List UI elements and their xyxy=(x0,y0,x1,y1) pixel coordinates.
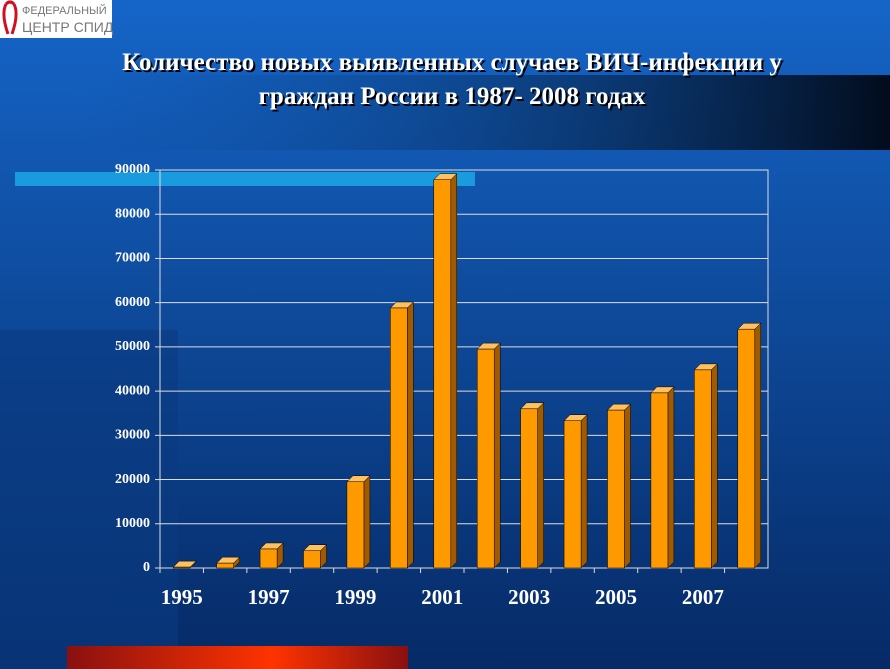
x-tick-label: 2003 xyxy=(508,585,550,609)
bar-side xyxy=(450,173,458,569)
y-tick-label: 30000 xyxy=(115,428,150,443)
chart-title: Количество новых выявленных случаев ВИЧ-… xyxy=(122,49,782,76)
bar xyxy=(433,179,452,569)
logo-text: ФЕДЕРАЛЬНЫЙ xyxy=(22,4,107,17)
y-tick-label: 20000 xyxy=(115,472,150,487)
y-tick-label: 50000 xyxy=(115,339,150,354)
bar xyxy=(259,548,278,569)
bar xyxy=(216,562,234,569)
x-tick-label: 2001 xyxy=(421,585,463,609)
bar xyxy=(476,348,495,569)
x-tick-label: 2005 xyxy=(595,585,637,609)
chart-title: граждан России в 1987- 2008 годах xyxy=(259,83,646,110)
logo-text: ЦЕНТР СПИД xyxy=(22,19,114,35)
bar-side xyxy=(667,386,675,569)
y-tick-label: 60000 xyxy=(115,295,150,310)
logo-bg xyxy=(0,0,112,38)
bar-side xyxy=(407,301,414,569)
logo-ribbon xyxy=(2,0,18,35)
bar xyxy=(520,408,538,569)
bar xyxy=(694,369,712,569)
title-shadow: Количество новых выявленных случаев ВИЧ-… xyxy=(124,51,784,78)
x-tick-label: 1995 xyxy=(161,585,203,609)
y-tick-label: 70000 xyxy=(115,251,150,266)
y-tick-label: 40000 xyxy=(115,383,150,398)
bar xyxy=(563,420,582,569)
x-tick-label: 1999 xyxy=(334,585,376,609)
bar xyxy=(346,481,365,569)
bar-side xyxy=(754,322,762,569)
bar xyxy=(172,566,191,569)
bar xyxy=(390,307,408,569)
bar xyxy=(650,392,669,569)
y-tick-label: 10000 xyxy=(115,516,150,531)
bar-side xyxy=(624,403,631,569)
decor-column xyxy=(0,330,178,669)
decor-band xyxy=(75,75,890,150)
y-tick-label: 80000 xyxy=(115,206,150,221)
y-tick-label: 90000 xyxy=(115,162,150,177)
logo: ФЕДЕРАЛЬНЫЙ ЦЕНТР СПИД xyxy=(0,0,114,38)
bar-side xyxy=(580,414,588,569)
bar-side xyxy=(363,475,371,569)
x-tick-label: 1997 xyxy=(248,585,290,609)
bar xyxy=(607,409,625,569)
bar xyxy=(303,550,321,569)
bar-side xyxy=(711,363,718,569)
decor-bar xyxy=(15,172,475,186)
x-tick-label: 2007 xyxy=(682,585,724,609)
decor-red xyxy=(67,646,408,669)
bar xyxy=(737,328,756,569)
title-shadow: граждан России в 1987- 2008 годах xyxy=(261,85,648,112)
bar-side xyxy=(537,402,544,569)
y-tick-label: 0 xyxy=(143,560,150,575)
bar-side xyxy=(493,342,501,569)
